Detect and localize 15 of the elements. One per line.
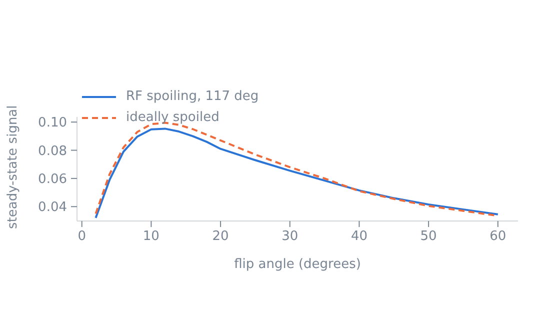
x-axis-title: flip angle (degrees) [234, 257, 361, 272]
x-tick-label: 0 [78, 229, 86, 244]
y-tick-label: 0.04 [38, 200, 67, 216]
x-tick-label: 10 [142, 229, 160, 244]
x-tick-label: 30 [282, 229, 298, 244]
x-tick-label: 60 [490, 229, 506, 244]
y-axis-title: steady-state signal [6, 105, 21, 229]
x-tick-label: 40 [350, 229, 368, 244]
legend-label: RF spoiling, 117 deg [126, 89, 259, 104]
y-tick-label: 0.06 [38, 172, 67, 188]
x-tick-label: 50 [420, 229, 437, 244]
y-tick-label: 0.10 [38, 116, 67, 131]
legend-label: ideally spoiled [126, 110, 220, 125]
y-tick-label: 0.08 [38, 144, 67, 159]
x-tick-label: 20 [212, 229, 229, 244]
